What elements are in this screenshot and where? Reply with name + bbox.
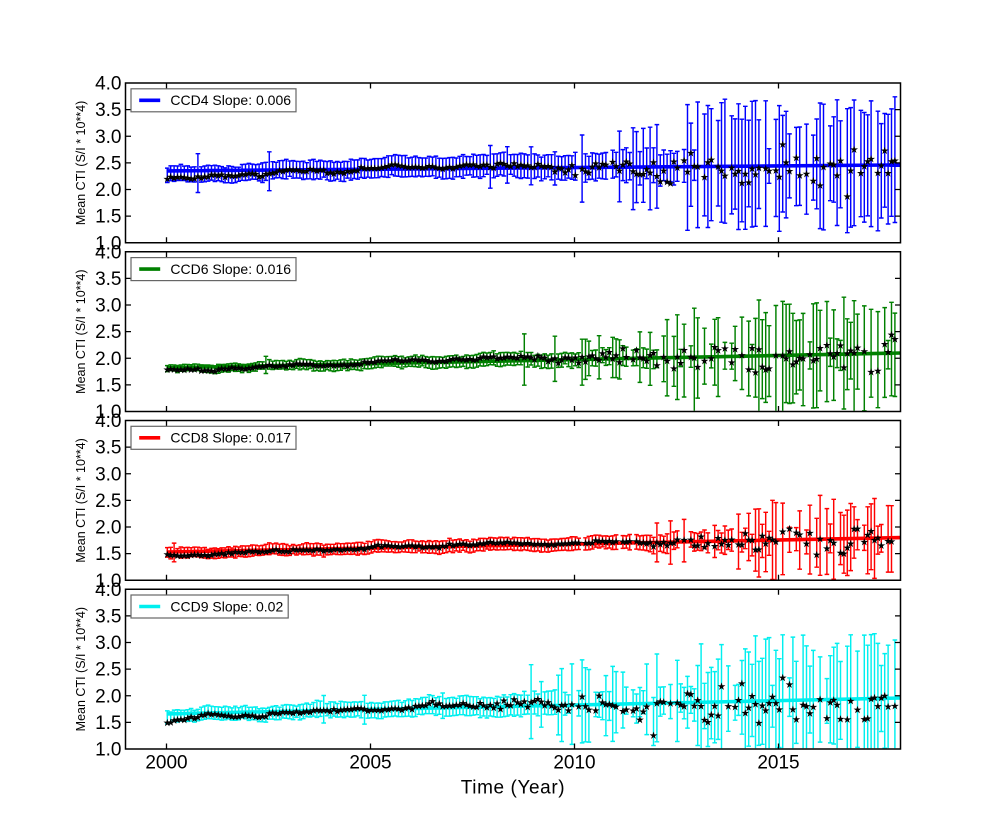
svg-text:1.5: 1.5 <box>95 544 121 565</box>
svg-text:3.5: 3.5 <box>95 100 121 121</box>
svg-text:1.0: 1.0 <box>95 571 121 592</box>
svg-text:2010: 2010 <box>553 753 595 774</box>
svg-text:4.0: 4.0 <box>95 411 121 432</box>
svg-text:Mean CTI (S/I * 10**4): Mean CTI (S/I * 10**4) <box>74 607 88 731</box>
svg-text:1.5: 1.5 <box>95 713 121 734</box>
svg-text:Mean CTI (S/I * 10**4): Mean CTI (S/I * 10**4) <box>74 101 88 225</box>
svg-text:1.0: 1.0 <box>95 740 121 761</box>
svg-text:2000: 2000 <box>145 753 187 774</box>
svg-text:2.0: 2.0 <box>95 180 121 201</box>
svg-text:2005: 2005 <box>349 753 391 774</box>
svg-text:1.5: 1.5 <box>95 207 121 228</box>
svg-text:CCD4 Slope: 0.006: CCD4 Slope: 0.006 <box>170 92 291 108</box>
svg-text:Mean CTI (S/I * 10**4): Mean CTI (S/I * 10**4) <box>74 438 88 562</box>
svg-text:Mean CTI (S/I * 10**4): Mean CTI (S/I * 10**4) <box>74 269 88 393</box>
svg-text:2.5: 2.5 <box>95 491 121 512</box>
svg-text:CCD6 Slope: 0.016: CCD6 Slope: 0.016 <box>170 261 291 277</box>
svg-text:3.0: 3.0 <box>95 127 121 148</box>
svg-text:2.0: 2.0 <box>95 349 121 370</box>
svg-text:1.0: 1.0 <box>95 402 121 423</box>
svg-text:2015: 2015 <box>757 753 799 774</box>
svg-text:4.0: 4.0 <box>95 242 121 263</box>
svg-text:2.0: 2.0 <box>95 518 121 539</box>
svg-text:Time (Year): Time (Year) <box>461 778 565 799</box>
svg-text:3.5: 3.5 <box>95 606 121 627</box>
svg-text:2.0: 2.0 <box>95 686 121 707</box>
svg-text:CCD9 Slope: 0.02: CCD9 Slope: 0.02 <box>170 598 283 614</box>
svg-text:3.0: 3.0 <box>95 296 121 317</box>
svg-text:2.5: 2.5 <box>95 660 121 681</box>
svg-text:4.0: 4.0 <box>95 74 121 95</box>
svg-text:4.0: 4.0 <box>95 580 121 601</box>
svg-text:3.5: 3.5 <box>95 438 121 459</box>
svg-text:1.0: 1.0 <box>95 233 121 254</box>
svg-text:2.5: 2.5 <box>95 153 121 174</box>
svg-text:CCD8 Slope: 0.017: CCD8 Slope: 0.017 <box>170 430 291 446</box>
svg-text:1.5: 1.5 <box>95 375 121 396</box>
svg-text:3.0: 3.0 <box>95 633 121 654</box>
svg-text:3.5: 3.5 <box>95 269 121 290</box>
svg-text:3.0: 3.0 <box>95 464 121 485</box>
svg-text:2.5: 2.5 <box>95 322 121 343</box>
